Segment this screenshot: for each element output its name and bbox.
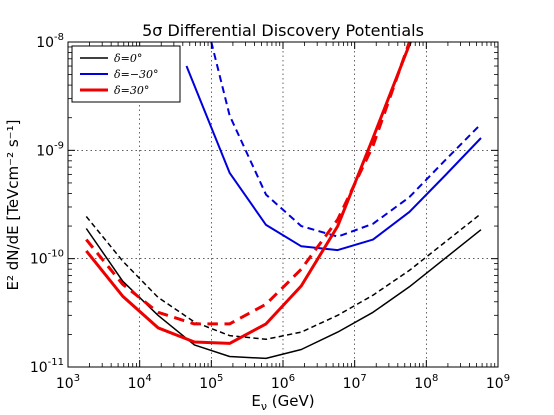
y-axis-label: E² dN/dE [TeVcm⁻² s⁻¹] (4, 120, 22, 291)
x-tick-exponent: 3 (74, 373, 80, 384)
legend: δ=0° δ=−30° δ=30° (71, 45, 181, 103)
y-tick-exponent: -10 (48, 249, 64, 260)
plot-frame (67, 41, 499, 368)
x-tick-exponent: 8 (432, 373, 438, 384)
series-layer (85, 42, 482, 360)
x-label-main: E (251, 392, 260, 410)
x-label-subscript: ν (261, 400, 267, 413)
y-tick-exponent: -8 (54, 32, 64, 43)
series-line-5 (85, 42, 411, 326)
series-line-2 (185, 65, 482, 252)
series-line-4 (85, 42, 412, 345)
x-label-rest: (GeV) (267, 392, 315, 410)
legend-label: δ=0° (114, 52, 142, 65)
x-tick-exponent: 4 (145, 373, 151, 384)
chart-title: 5σ Differential Discovery Potentials (142, 21, 424, 40)
series-line-3 (210, 42, 482, 238)
x-tick-exponent: 7 (360, 373, 366, 384)
x-tick-exponent: 6 (289, 373, 295, 384)
y-tick-exponent: -9 (54, 140, 64, 151)
series-line-1 (85, 213, 482, 341)
legend-label: δ=−30° (114, 68, 159, 81)
legend-label: δ=30° (114, 84, 149, 97)
x-axis-label: Eν (GeV) (251, 392, 314, 413)
x-tick-exponent: 5 (217, 373, 223, 384)
y-tick-exponent: -11 (48, 357, 64, 368)
x-tick-exponent: 9 (504, 373, 510, 384)
